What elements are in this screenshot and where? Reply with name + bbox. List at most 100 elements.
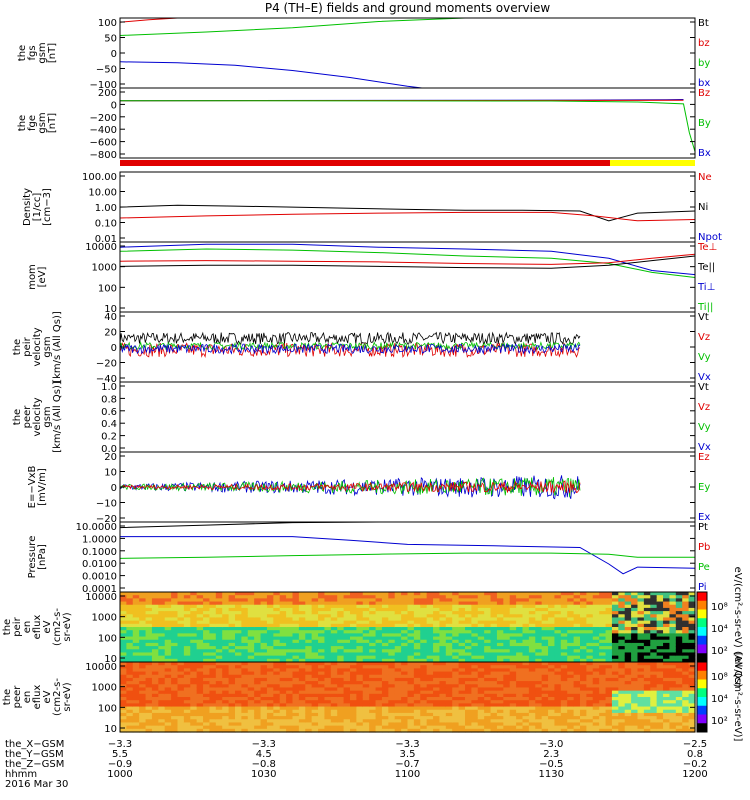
spectrogram-cell <box>260 633 268 638</box>
spectrogram-cell <box>407 681 415 685</box>
spectrogram-cell <box>350 633 357 638</box>
spectrogram-cell <box>286 703 294 708</box>
spectrogram-cell <box>171 706 179 711</box>
spectrogram-cell <box>120 607 127 612</box>
spectrogram-cell <box>535 690 543 695</box>
spectrogram-cell <box>452 614 460 619</box>
spectrogram-cell <box>407 607 415 612</box>
spectrogram-cell <box>394 658 402 663</box>
spectrogram-cell <box>611 662 619 666</box>
spectrogram-cell <box>235 652 242 657</box>
spectrogram-cell <box>675 716 683 720</box>
y-axis-label: [eV] <box>37 267 48 288</box>
spectrogram-cell <box>215 725 223 730</box>
spectrogram-cell <box>580 620 587 625</box>
spectrogram-cell <box>548 728 556 733</box>
spectrogram-cell <box>433 633 441 638</box>
spectrogram-cell <box>401 646 409 650</box>
spectrogram-cell <box>298 722 306 727</box>
spectrogram-cell <box>484 719 492 724</box>
spectrogram-cell <box>381 601 389 606</box>
spectrogram-cell <box>209 592 217 596</box>
spectrogram-cell <box>631 604 639 609</box>
spectrogram-cell <box>235 712 242 717</box>
spectrogram-cell <box>496 658 504 663</box>
spectrogram-cell <box>452 595 460 599</box>
spectrogram-cell <box>452 700 460 704</box>
spectrogram-cell <box>656 725 664 730</box>
spectrogram-cell <box>599 725 607 730</box>
spectrogram-cell <box>426 665 434 669</box>
spectrogram-cell <box>266 598 274 603</box>
spectrogram-cell <box>548 620 556 625</box>
spectrogram-cell <box>433 690 441 695</box>
spectrogram-cell <box>350 716 357 720</box>
spectrogram-cell <box>580 671 587 676</box>
spectrogram-cell <box>350 706 357 711</box>
colorbar-segment <box>697 627 707 637</box>
spectrogram-cell <box>631 611 639 615</box>
spectrogram-cell <box>298 617 306 622</box>
spectrogram-cell <box>605 607 613 612</box>
spectrogram-cell <box>330 633 338 638</box>
spectrogram-cell <box>535 601 543 606</box>
spectrogram-cell <box>663 604 671 609</box>
spectrogram-cell <box>650 668 658 673</box>
spectrogram-cell <box>452 607 460 612</box>
spectrogram-cell <box>656 716 664 720</box>
spectrogram-cell <box>618 595 626 599</box>
spectrogram-cell <box>362 611 370 615</box>
spectrogram-cell <box>599 623 607 628</box>
spectrogram-cell <box>471 655 479 660</box>
spectrogram-cell <box>164 623 172 628</box>
spectrogram-cell <box>350 646 357 650</box>
spectrogram-cell <box>356 639 364 644</box>
spectrogram-cell <box>554 604 562 609</box>
spectrogram-cell <box>586 712 594 717</box>
spectrogram-cell <box>567 665 575 669</box>
spectrogram-cell <box>324 662 332 666</box>
spectrogram-cell <box>528 639 536 644</box>
spectrogram-cell <box>688 646 696 650</box>
spectrogram-cell <box>592 693 600 698</box>
spectrogram-cell <box>560 700 568 704</box>
spectrogram-cell <box>273 607 281 612</box>
spectrogram-cell <box>599 627 607 631</box>
spectrogram-cell <box>573 697 581 701</box>
spectrogram-cell <box>688 633 696 638</box>
spectrogram-cell <box>682 642 690 647</box>
spectrogram-cell <box>496 681 504 685</box>
spectrogram-cell <box>439 649 447 654</box>
spectrogram-cell <box>286 604 294 609</box>
spectrogram-cell <box>445 598 453 603</box>
spectrogram-cell <box>209 716 217 720</box>
spectrogram-cell <box>631 658 639 663</box>
spectrogram-cell <box>177 719 185 724</box>
spectrogram-cell <box>586 665 594 669</box>
spectrogram-cell <box>228 665 236 669</box>
spectrogram-cell <box>528 709 536 714</box>
spectrogram-cell <box>490 614 498 619</box>
spectrogram-cell <box>503 690 511 695</box>
spectrogram-cell <box>209 655 217 660</box>
spectrogram-cell <box>305 655 313 660</box>
spectrogram-cell <box>292 604 300 609</box>
spectrogram-cell <box>343 649 351 654</box>
spectrogram-cell <box>522 607 530 612</box>
spectrogram-cell <box>682 652 690 657</box>
spectrogram-cell <box>605 690 613 695</box>
spectrogram-cell <box>548 712 556 717</box>
spectrogram-cell <box>350 681 357 685</box>
spectrogram-cell <box>503 607 511 612</box>
spectrogram-cell <box>298 674 306 679</box>
spectrogram-cell <box>164 665 172 669</box>
spectrogram-cell <box>209 681 217 685</box>
spectrogram-cell <box>458 712 466 717</box>
spectrogram-cell <box>126 595 134 599</box>
spectrogram-cell <box>350 684 357 689</box>
spectrogram-cell <box>631 671 639 676</box>
spectrogram-cell <box>369 633 377 638</box>
spectrogram-cell <box>471 716 479 720</box>
spectrogram-cell <box>452 681 460 685</box>
spectrogram-cell <box>535 592 543 596</box>
